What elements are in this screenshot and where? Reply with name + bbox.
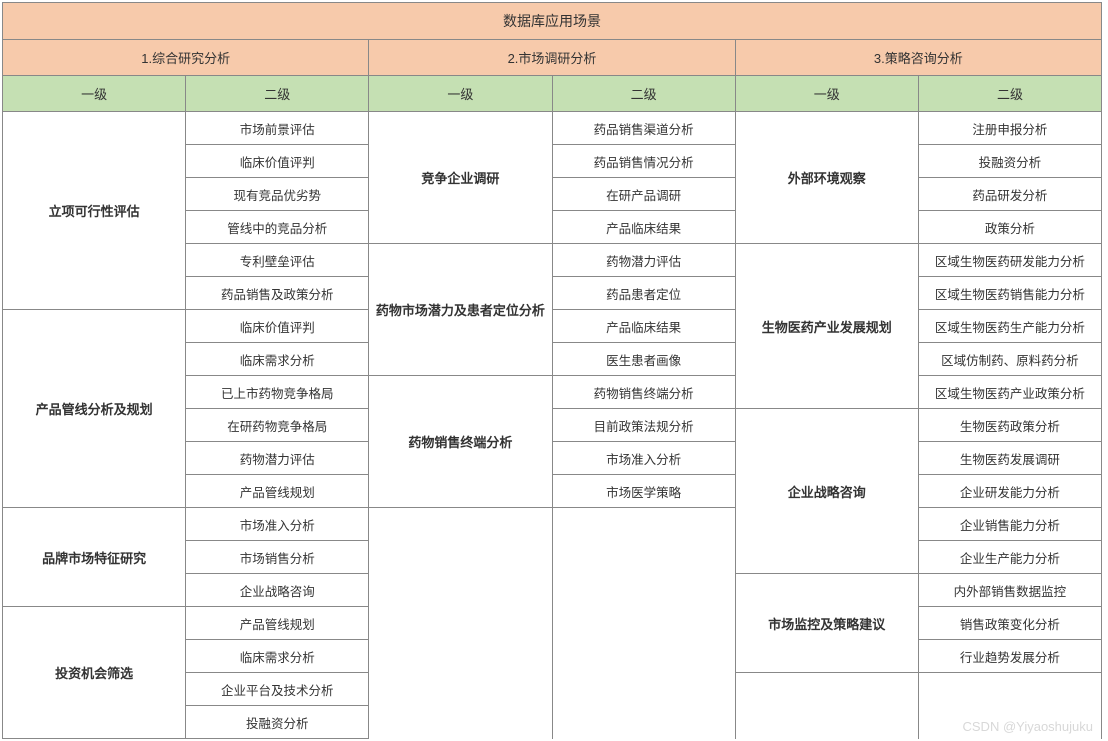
col3-level2: 注册申报分析投融资分析药品研发分析政策分析区域生物医药研发能力分析区域生物医药销…: [919, 112, 1102, 739]
level2-cell: 市场医学策略: [553, 475, 735, 508]
level2-cell: 管线中的竞品分析: [186, 211, 368, 244]
level2-cell: 药品销售及政策分析: [186, 277, 368, 310]
level2-cell: 产品管线规划: [186, 607, 368, 640]
level2-cell: 企业生产能力分析: [919, 541, 1101, 574]
level1-cell: 外部环境观察: [736, 112, 918, 244]
level2-cell: 市场前景评估: [186, 112, 368, 145]
level-header: 一级: [736, 76, 919, 112]
level2-cell: 市场准入分析: [186, 508, 368, 541]
level2-cell: 药品销售渠道分析: [553, 112, 735, 145]
level2-cell: 区域生物医药产业政策分析: [919, 376, 1101, 409]
level2-cell: 区域生物医药销售能力分析: [919, 277, 1101, 310]
table-title: 数据库应用场景: [2, 2, 1102, 40]
level2-cell: 企业销售能力分析: [919, 508, 1101, 541]
level1-cell: 生物医药产业发展规划: [736, 244, 918, 409]
section-header-1: 1.综合研究分析: [3, 40, 369, 76]
level1-cell: 企业战略咨询: [736, 409, 918, 574]
level2-cell: 政策分析: [919, 211, 1101, 244]
level-header-row: 一级 二级 一级 二级 一级 二级: [2, 76, 1102, 112]
section-header-3: 3.策略咨询分析: [736, 40, 1102, 76]
col1-level2: 市场前景评估临床价值评判现有竞品优劣势管线中的竞品分析专利壁垒评估药品销售及政策…: [186, 112, 369, 739]
level1-cell: 市场监控及策略建议: [736, 574, 918, 673]
level2-cell: 目前政策法规分析: [553, 409, 735, 442]
col2-level1: 竞争企业调研药物市场潜力及患者定位分析药物销售终端分析: [369, 112, 552, 739]
level2-cell: 市场销售分析: [186, 541, 368, 574]
level2-cell: 药物潜力评估: [553, 244, 735, 277]
level2-cell: 已上市药物竞争格局: [186, 376, 368, 409]
level-header: 二级: [186, 76, 369, 112]
level2-cell: 医生患者画像: [553, 343, 735, 376]
level2-cell: 市场准入分析: [553, 442, 735, 475]
level2-cell: 现有竞品优劣势: [186, 178, 368, 211]
level2-cell: 内外部销售数据监控: [919, 574, 1101, 607]
level1-cell: 投资机会筛选: [3, 607, 185, 739]
level1-cell: 药物市场潜力及患者定位分析: [369, 244, 551, 376]
level1-cell: 立项可行性评估: [3, 112, 185, 310]
level2-cell: 药品研发分析: [919, 178, 1101, 211]
level2-cell: 临床需求分析: [186, 343, 368, 376]
table-body: 立项可行性评估产品管线分析及规划品牌市场特征研究投资机会筛选 市场前景评估临床价…: [2, 112, 1102, 739]
level2-cell: 区域生物医药生产能力分析: [919, 310, 1101, 343]
level2-cell: 区域仿制药、原料药分析: [919, 343, 1101, 376]
col2-level2: 药品销售渠道分析药品销售情况分析在研产品调研产品临床结果药物潜力评估药品患者定位…: [553, 112, 736, 739]
section-column-3: 外部环境观察生物医药产业发展规划企业战略咨询市场监控及策略建议 注册申报分析投融…: [736, 112, 1102, 739]
level2-cell: 企业平台及技术分析: [186, 673, 368, 706]
col1-level1: 立项可行性评估产品管线分析及规划品牌市场特征研究投资机会筛选: [3, 112, 186, 739]
level2-cell: 生物医药发展调研: [919, 442, 1101, 475]
level2-cell: 专利壁垒评估: [186, 244, 368, 277]
section-column-2: 竞争企业调研药物市场潜力及患者定位分析药物销售终端分析 药品销售渠道分析药品销售…: [369, 112, 735, 739]
level-header: 二级: [919, 76, 1102, 112]
level2-cell: 生物医药政策分析: [919, 409, 1101, 442]
level2-cell: 在研药物竞争格局: [186, 409, 368, 442]
section-header-row: 1.综合研究分析 2.市场调研分析 3.策略咨询分析: [2, 40, 1102, 76]
level2-cell: 药品患者定位: [553, 277, 735, 310]
level-header: 一级: [3, 76, 186, 112]
level2-cell: 投融资分析: [186, 706, 368, 739]
col3-level1: 外部环境观察生物医药产业发展规划企业战略咨询市场监控及策略建议: [736, 112, 919, 739]
level2-cell: 药物潜力评估: [186, 442, 368, 475]
level1-cell: 产品管线分析及规划: [3, 310, 185, 508]
level2-cell: 产品管线规划: [186, 475, 368, 508]
level2-cell: 注册申报分析: [919, 112, 1101, 145]
level-header: 一级: [369, 76, 552, 112]
level1-cell: 竞争企业调研: [369, 112, 551, 244]
level2-cell: 药物销售终端分析: [553, 376, 735, 409]
level2-cell: 产品临床结果: [553, 211, 735, 244]
table-container: 数据库应用场景 1.综合研究分析 2.市场调研分析 3.策略咨询分析 一级 二级…: [2, 2, 1102, 739]
level1-cell: 品牌市场特征研究: [3, 508, 185, 607]
level2-cell: 药品销售情况分析: [553, 145, 735, 178]
level-header: 二级: [553, 76, 736, 112]
level2-cell: 企业研发能力分析: [919, 475, 1101, 508]
level2-cell: 企业战略咨询: [186, 574, 368, 607]
level2-cell: 销售政策变化分析: [919, 607, 1101, 640]
level1-cell: 药物销售终端分析: [369, 376, 551, 508]
section-header-2: 2.市场调研分析: [369, 40, 735, 76]
level2-cell: 临床价值评判: [186, 145, 368, 178]
level2-cell: 产品临床结果: [553, 310, 735, 343]
level2-cell: 临床需求分析: [186, 640, 368, 673]
level2-cell: 行业趋势发展分析: [919, 640, 1101, 673]
level2-cell: 在研产品调研: [553, 178, 735, 211]
level2-cell: 投融资分析: [919, 145, 1101, 178]
section-column-1: 立项可行性评估产品管线分析及规划品牌市场特征研究投资机会筛选 市场前景评估临床价…: [3, 112, 369, 739]
level2-cell: 区域生物医药研发能力分析: [919, 244, 1101, 277]
level2-cell: 临床价值评判: [186, 310, 368, 343]
